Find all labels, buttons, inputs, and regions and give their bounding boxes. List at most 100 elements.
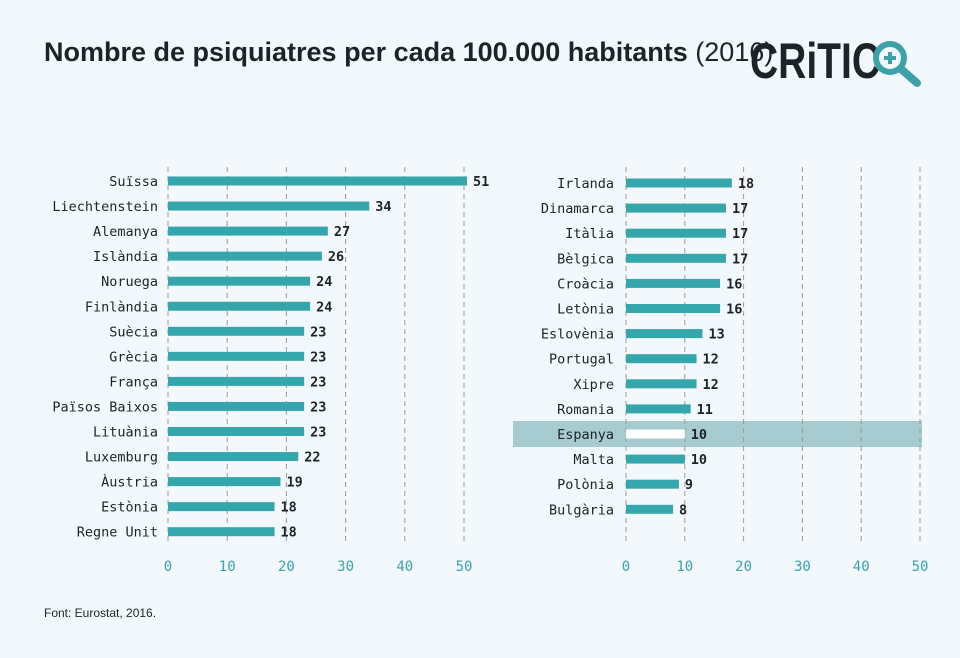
category-label: Bèlgica bbox=[557, 251, 614, 267]
chart-title-year: (2016) bbox=[695, 37, 774, 67]
category-label: Suïssa bbox=[109, 174, 158, 190]
value-label: 12 bbox=[703, 352, 719, 368]
magnifier-plus-icon bbox=[873, 41, 921, 87]
bar bbox=[626, 228, 726, 238]
bar bbox=[168, 251, 322, 261]
category-label: Polònia bbox=[557, 477, 614, 493]
x-tick-label: 40 bbox=[853, 559, 870, 575]
category-label: Letònia bbox=[557, 302, 614, 318]
value-label: 8 bbox=[679, 502, 687, 518]
category-label: Romania bbox=[557, 402, 614, 418]
category-label: França bbox=[109, 374, 158, 390]
x-tick-label: 30 bbox=[794, 559, 811, 575]
value-label: 12 bbox=[703, 377, 719, 393]
bar bbox=[168, 427, 305, 436]
value-label: 18 bbox=[281, 525, 297, 541]
bar bbox=[168, 502, 275, 512]
bar bbox=[626, 379, 697, 389]
category-label: Portugal bbox=[549, 352, 614, 368]
category-label: Liechtenstein bbox=[52, 199, 158, 215]
value-label: 16 bbox=[726, 276, 742, 292]
category-label: Grècia bbox=[109, 349, 158, 365]
bar bbox=[626, 203, 726, 213]
value-label: 18 bbox=[738, 176, 754, 192]
x-tick-label: 50 bbox=[912, 559, 929, 575]
bar bbox=[626, 253, 726, 263]
category-label: Eslovènia bbox=[541, 327, 614, 343]
value-label: 24 bbox=[316, 274, 332, 290]
value-label: 23 bbox=[310, 349, 326, 365]
bar bbox=[168, 201, 370, 211]
bar bbox=[626, 329, 703, 339]
chart-title-main: Nombre de psiquiatres per cada 100.000 h… bbox=[44, 37, 688, 67]
category-label: Espanya bbox=[557, 427, 614, 443]
x-tick-label: 30 bbox=[337, 559, 354, 575]
category-label: Irlanda bbox=[557, 176, 614, 192]
logo-text: CRiTIC bbox=[750, 33, 880, 89]
x-tick-label: 10 bbox=[219, 559, 236, 575]
bar bbox=[626, 504, 674, 514]
category-label: Lituània bbox=[93, 425, 158, 441]
x-tick-label: 0 bbox=[164, 559, 172, 575]
bar bbox=[626, 354, 697, 364]
value-label: 23 bbox=[310, 374, 326, 390]
bar bbox=[168, 477, 281, 487]
category-label: Estònia bbox=[101, 500, 158, 516]
value-label: 18 bbox=[281, 500, 297, 516]
x-tick-label: 20 bbox=[735, 559, 752, 575]
bar bbox=[626, 278, 721, 288]
value-label: 9 bbox=[685, 477, 693, 493]
category-label: Itàlia bbox=[565, 226, 614, 242]
chart-title: Nombre de psiquiatres per cada 100.000 h… bbox=[44, 34, 773, 70]
bar bbox=[626, 429, 685, 439]
category-label: Islàndia bbox=[93, 249, 158, 265]
value-label: 27 bbox=[334, 224, 350, 240]
category-label: Malta bbox=[573, 452, 614, 468]
bar bbox=[168, 351, 305, 361]
value-label: 23 bbox=[310, 425, 326, 441]
bar bbox=[626, 479, 679, 489]
category-label: Països Baixos bbox=[52, 399, 158, 415]
bar bbox=[626, 178, 732, 188]
value-label: 17 bbox=[732, 251, 748, 267]
bar bbox=[626, 454, 685, 464]
bar bbox=[168, 301, 311, 311]
x-tick-label: 50 bbox=[456, 559, 473, 575]
critic-logo: CRiTIC bbox=[750, 33, 921, 89]
value-label: 23 bbox=[310, 399, 326, 415]
value-label: 17 bbox=[732, 226, 748, 242]
bar bbox=[168, 276, 311, 286]
bar bbox=[168, 527, 275, 537]
category-label: Bulgària bbox=[549, 502, 614, 518]
value-label: 13 bbox=[708, 327, 724, 343]
value-label: 11 bbox=[697, 402, 713, 418]
value-label: 34 bbox=[375, 199, 391, 215]
bar bbox=[626, 304, 721, 313]
source-note: Font: Eurostat, 2016. bbox=[44, 606, 157, 620]
value-label: 17 bbox=[732, 201, 748, 217]
value-label: 26 bbox=[328, 249, 344, 265]
category-label: Croàcia bbox=[557, 276, 614, 292]
x-tick-label: 40 bbox=[396, 559, 413, 575]
value-label: 16 bbox=[726, 302, 742, 318]
chart-area: 0 10 20 30 40 50 Suïssa 51 Liechtenstein 34 Aleman… bbox=[52, 167, 929, 575]
value-label: 24 bbox=[316, 299, 332, 315]
category-label: Regne Unit bbox=[77, 525, 158, 541]
bar bbox=[168, 376, 305, 386]
category-label: Suècia bbox=[109, 324, 158, 340]
bar bbox=[168, 176, 467, 186]
bar bbox=[168, 326, 305, 336]
x-tick-label: 20 bbox=[278, 559, 295, 575]
value-label: 19 bbox=[286, 475, 302, 491]
category-label: Finlàndia bbox=[85, 299, 158, 315]
value-label: 23 bbox=[310, 324, 326, 340]
x-tick-label: 0 bbox=[622, 559, 630, 575]
bar bbox=[168, 452, 299, 462]
highlight-band bbox=[513, 421, 922, 447]
x-tick-label: 10 bbox=[676, 559, 693, 575]
category-label: Àustria bbox=[101, 474, 158, 491]
category-label: Noruega bbox=[101, 274, 158, 290]
category-label: Dinamarca bbox=[541, 201, 614, 217]
category-label: Alemanya bbox=[93, 224, 158, 240]
bar bbox=[168, 401, 305, 411]
